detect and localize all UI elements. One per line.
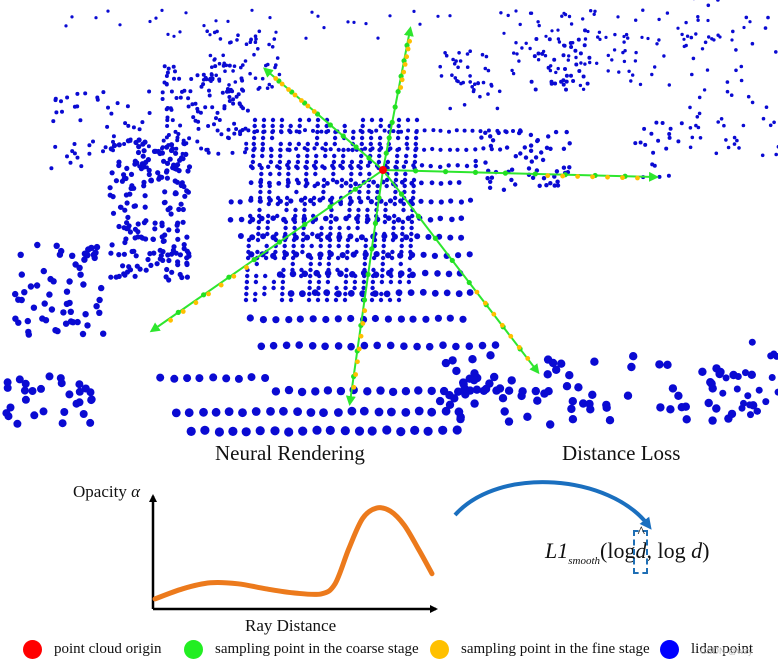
legend-item-coarse: sampling point in the coarse stage: [184, 640, 419, 659]
hat-symbol: ^: [637, 524, 645, 541]
legend-label: point cloud origin: [54, 641, 162, 657]
loss-subscript: smooth: [568, 555, 601, 567]
legend-item-lidar: lidar point: [660, 640, 753, 659]
yellow-dot-icon: [430, 640, 449, 659]
red-dot-icon: [23, 640, 42, 659]
point-cloud-scene: [2, 0, 778, 437]
green-dot-icon: [184, 640, 203, 659]
legend-item-fine: sampling point in the fine stage: [430, 640, 650, 659]
neural-rendering-caption: Neural Rendering: [215, 441, 365, 465]
ray-right: [382, 169, 659, 182]
ray-up: [382, 26, 414, 171]
opacity-vs-ray-distance-chart: Opacity α Ray Distance: [73, 482, 438, 635]
formula-close: ): [702, 538, 710, 563]
point-cloud-origin-marker: [379, 166, 387, 174]
predicted-depth-highlight: ^ d: [633, 524, 649, 574]
ray-upper-left: [262, 67, 384, 171]
watermark: CSDN @wzy: [700, 646, 753, 656]
opacity-curve: [152, 505, 435, 602]
loss-name: L1: [545, 538, 569, 563]
ray-lower-left: [149, 169, 384, 333]
distance-loss-caption: Distance Loss: [562, 441, 681, 465]
legend: point cloud origin sampling point in the…: [0, 640, 778, 664]
lidar-points: [2, 0, 778, 437]
gt-depth: d: [691, 538, 703, 563]
loss-arrow: [453, 480, 652, 530]
legend-label: sampling point in the fine stage: [461, 641, 650, 657]
blue-dot-icon: [660, 640, 679, 659]
formula-open: (log: [600, 538, 636, 563]
ray-down: [345, 169, 384, 406]
sampling-rays: [149, 26, 659, 406]
formula-mid: , log: [646, 538, 686, 563]
y-axis-label: Opacity α: [73, 482, 141, 501]
legend-label: lidar point: [691, 641, 754, 657]
legend-label: sampling point in the coarse stage: [215, 641, 419, 657]
legend-item-origin: point cloud origin: [23, 640, 162, 659]
x-axis-label: Ray Distance: [245, 616, 336, 635]
smooth-l1-loss-formula: L1smooth(log ^ d, log d): [545, 524, 710, 574]
